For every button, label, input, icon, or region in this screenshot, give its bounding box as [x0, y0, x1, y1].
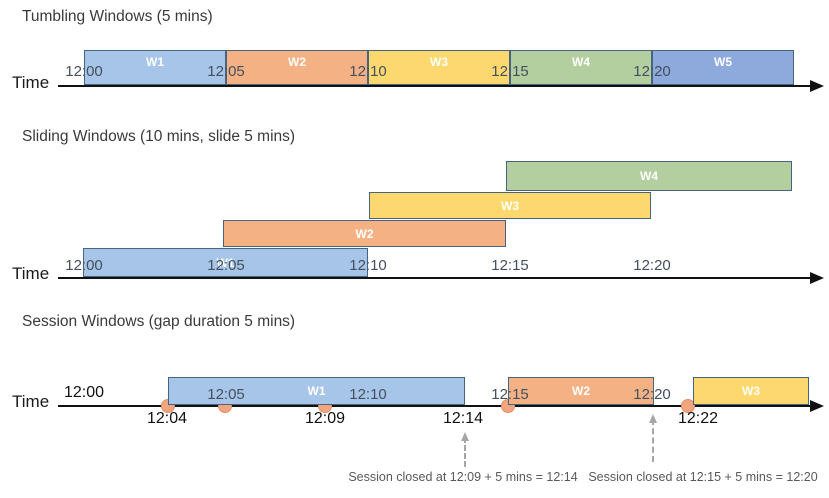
tick-label: 12:15 [491, 257, 529, 274]
section-title: Session Windows (gap duration 5 mins) [22, 313, 296, 330]
tick-label: 12:05 [207, 257, 245, 274]
time-axis-arrowhead [810, 272, 824, 284]
event-dot [501, 399, 515, 413]
window-label: W4 [572, 55, 590, 69]
window-label: W1 [307, 384, 326, 398]
tick-label: 12:00 [65, 63, 103, 80]
tick-label: 12:00 [65, 257, 103, 274]
session-closed-annotation: Session closed at 12:15 + 5 mins = 12:20 [588, 470, 818, 484]
tick-label: 12:10 [349, 386, 387, 403]
time-point-label: 12:00 [63, 384, 105, 401]
session-closed-annotation: Session closed at 12:09 + 5 mins = 12:14 [348, 470, 578, 484]
window-box: W1 [84, 50, 226, 85]
time-point-label: 12:22 [677, 410, 719, 427]
time-axis-label: Time [12, 264, 50, 283]
window-box: W2 [226, 50, 368, 85]
window-box: W1 [83, 248, 368, 277]
time-axis-label: Time [12, 73, 50, 92]
window-box: W3 [369, 192, 651, 219]
time-axis-line [58, 85, 810, 87]
window-label: W1 [216, 255, 235, 270]
window-label: W2 [288, 55, 306, 69]
event-dot [681, 399, 695, 413]
window-box: W2 [223, 220, 506, 247]
time-point-label: 12:09 [304, 410, 346, 427]
window-box: W1 [168, 377, 465, 405]
time-axis-arrowhead [810, 400, 824, 412]
event-dot [318, 399, 332, 413]
window-box: W4 [506, 161, 792, 191]
window-label: W1 [146, 55, 164, 69]
event-dot [161, 399, 175, 413]
tick-label: 12:10 [349, 63, 387, 80]
time-axis-line [58, 405, 810, 407]
window-box: W5 [652, 50, 794, 85]
time-axis-line [58, 277, 810, 279]
window-box: W3 [693, 377, 809, 405]
tick-label: 12:15 [491, 386, 529, 403]
window-label: W5 [714, 55, 732, 69]
time-axis-label: Time [12, 392, 50, 411]
dashed-up-arrow [461, 432, 469, 467]
section-title: Sliding Windows (10 mins, slide 5 mins) [22, 128, 296, 145]
event-dot [218, 399, 232, 413]
tick-label: 12:10 [349, 257, 387, 274]
tick-label: 12:15 [491, 63, 529, 80]
window-label: W2 [355, 226, 374, 241]
window-box: W4 [510, 50, 652, 85]
tick-label: 12:20 [633, 257, 671, 274]
tick-label: 12:20 [633, 63, 671, 80]
tick-label: 12:05 [207, 63, 245, 80]
window-box: W3 [368, 50, 510, 85]
time-axis-arrowhead [810, 80, 824, 92]
tick-label: 12:05 [207, 386, 245, 403]
dashed-up-arrow [649, 414, 657, 462]
time-point-label: 12:14 [442, 410, 484, 427]
window-label: W4 [640, 169, 658, 183]
section-title: Tumbling Windows (5 mins) [22, 8, 213, 25]
time-point-label: 12:04 [146, 410, 188, 427]
window-label: W3 [430, 55, 448, 69]
window-label: W3 [742, 384, 760, 398]
window-label: W3 [501, 198, 519, 213]
window-label: W2 [572, 384, 590, 398]
tick-label: 12:20 [633, 386, 671, 403]
window-box: W2 [508, 377, 654, 405]
